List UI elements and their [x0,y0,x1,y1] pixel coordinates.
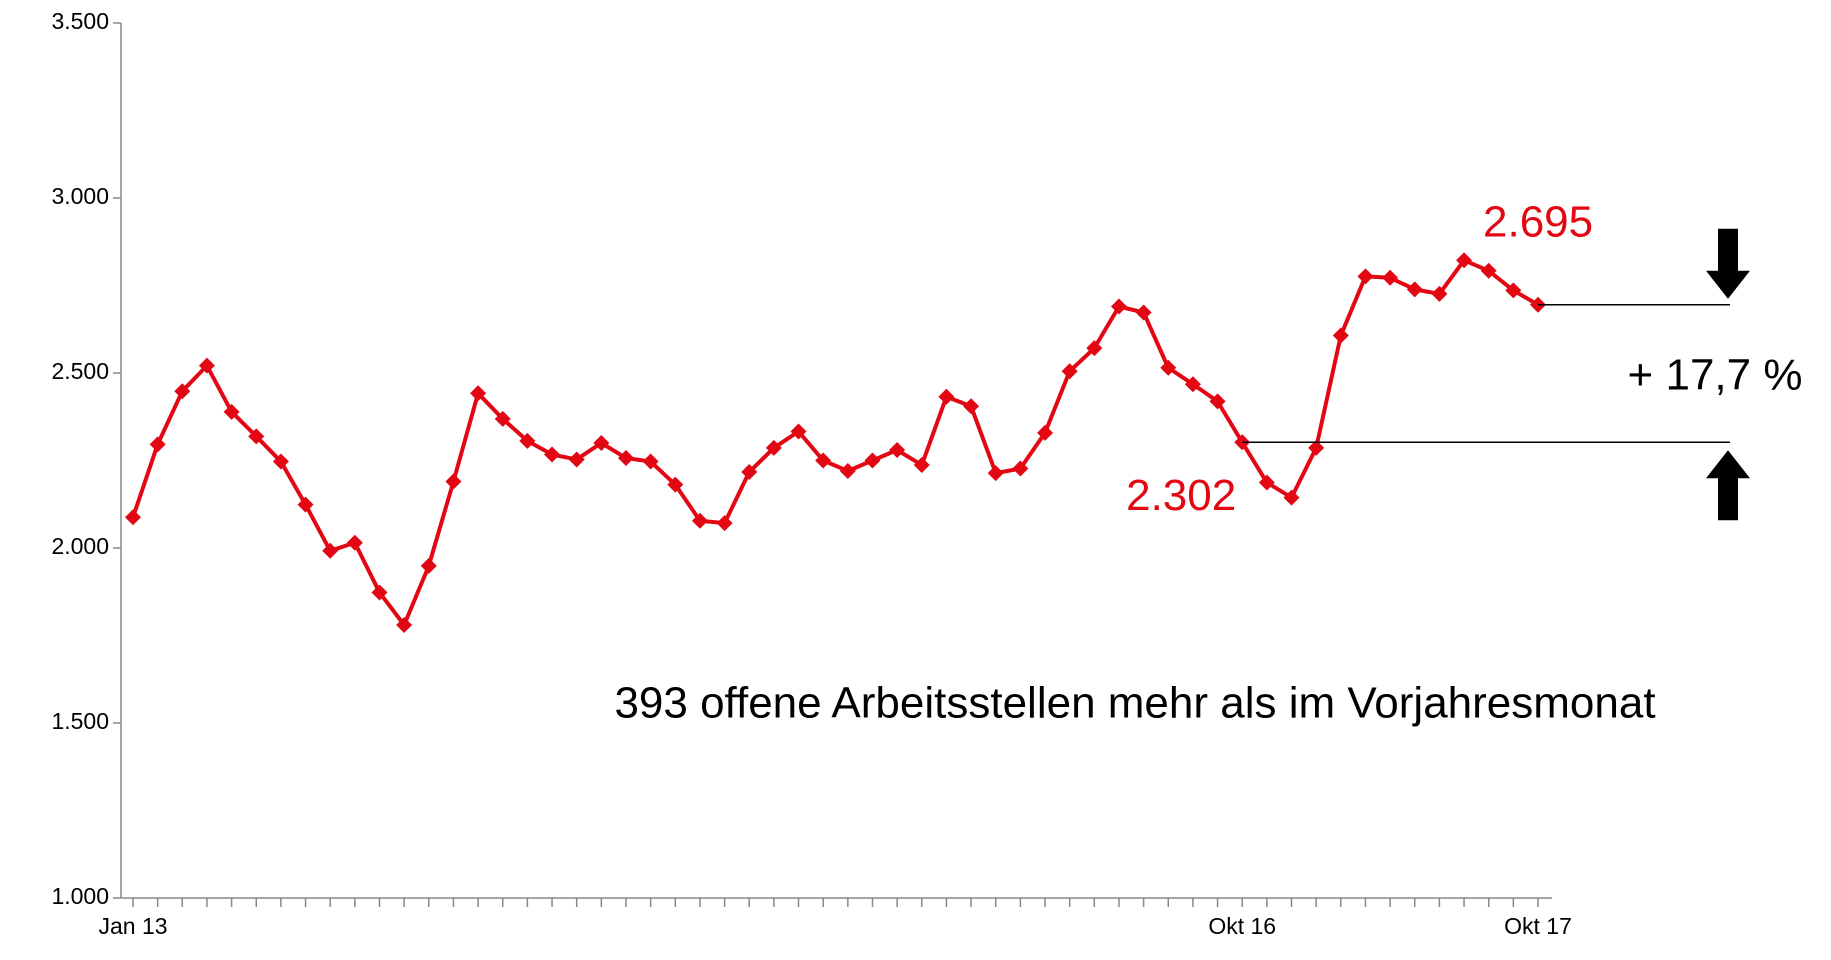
marker [716,515,733,532]
y-tick-label: 3.500 [51,8,109,34]
marker [1283,489,1300,506]
marker [1357,268,1374,285]
marker [248,428,265,445]
marker [1209,393,1226,410]
marker [198,357,215,374]
marker [371,584,388,601]
marker [765,439,782,456]
marker [938,388,955,405]
marker [396,617,413,633]
data-label: 2.695 [1483,197,1593,246]
marker [617,450,634,467]
marker [125,509,141,526]
arrow [1706,450,1750,521]
marker [1037,424,1054,441]
marker [987,465,1004,482]
y-tick-label: 3.000 [51,183,109,209]
marker [1258,474,1275,491]
marker [741,464,758,481]
marker [297,496,314,513]
marker [1505,282,1522,299]
marker [691,512,708,529]
marker [913,457,930,474]
y-tick-label: 1.000 [51,883,109,909]
marker [963,398,980,415]
marker [667,476,684,493]
marker [420,557,437,574]
marker [1184,376,1201,393]
marker [149,436,166,453]
marker [1308,439,1325,456]
marker [445,473,462,490]
marker [174,383,191,400]
marker [593,435,610,451]
change-annotation: + 17,7 % [1628,351,1803,400]
marker [1110,298,1127,315]
marker [1382,269,1399,286]
marker [889,442,906,458]
note-annotation: 393 offene Arbeitsstellen mehr als im Vo… [614,679,1655,728]
marker [1406,281,1423,298]
marker [470,385,487,402]
marker [1061,363,1078,380]
y-tick-label: 2.000 [51,533,109,559]
marker [1086,340,1103,357]
arrow [1706,228,1750,299]
y-tick-label: 1.500 [51,708,109,734]
marker [1135,304,1152,321]
marker [1431,285,1448,302]
data-label: 2.302 [1126,471,1236,520]
marker [223,403,240,420]
marker [544,446,561,463]
marker [839,463,856,479]
marker [494,410,511,427]
marker [1160,359,1177,376]
marker [1332,327,1349,344]
y-tick-label: 2.500 [51,358,109,384]
marker [790,423,807,440]
marker [519,432,536,449]
marker [1012,460,1029,477]
marker [346,534,363,551]
marker [1480,262,1497,279]
marker [272,453,289,470]
x-tick-label: Okt 17 [1504,913,1572,939]
marker [568,451,585,468]
x-tick-label: Okt 16 [1208,913,1276,939]
marker [1456,252,1473,269]
marker [815,452,832,469]
marker [864,452,881,469]
x-tick-label: Jan 13 [98,913,167,939]
line-series [131,258,1540,627]
marker [322,542,339,559]
marker [642,453,659,470]
